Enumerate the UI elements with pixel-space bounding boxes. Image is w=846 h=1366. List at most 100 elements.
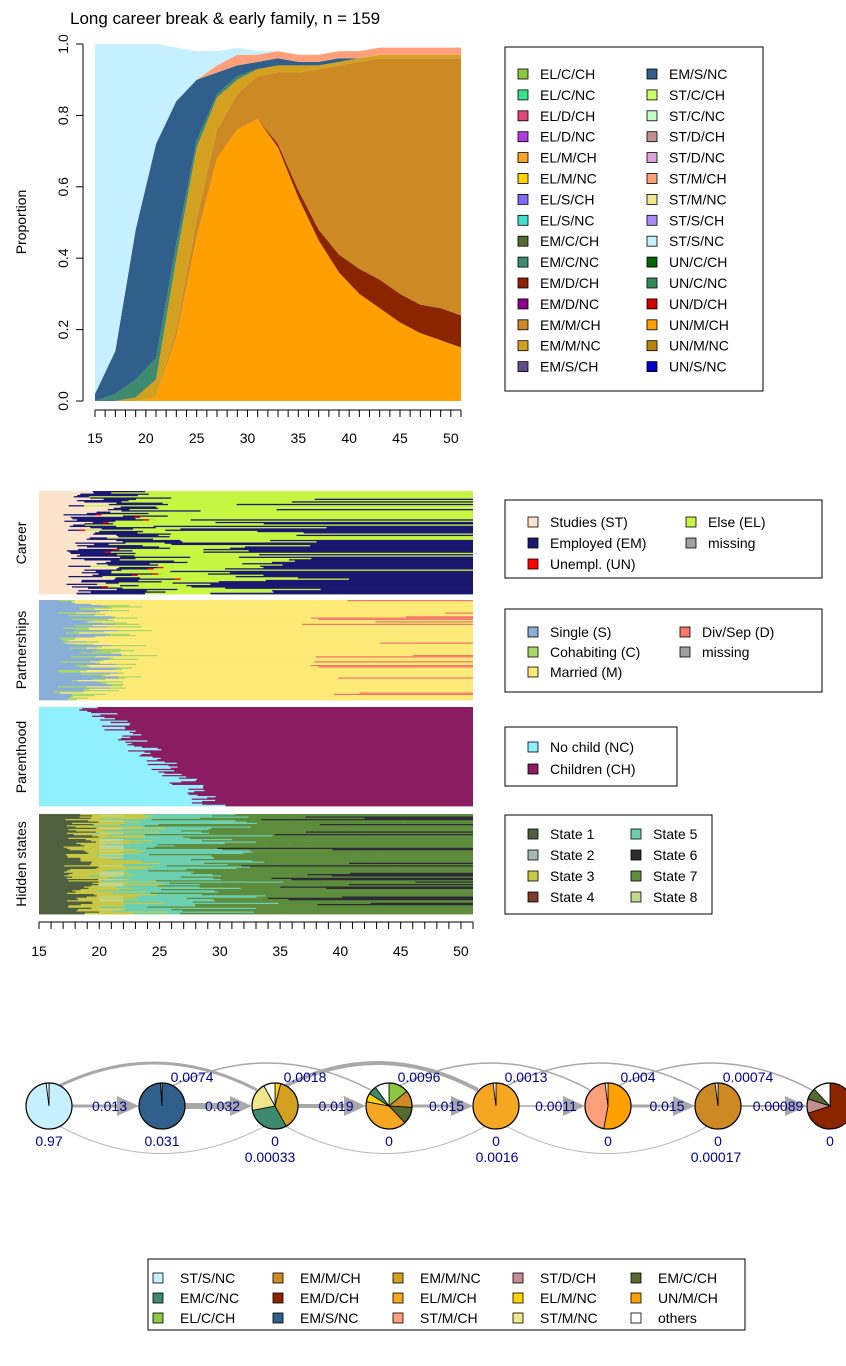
sequence-segment (135, 518, 474, 520)
sequence-segment (107, 564, 159, 567)
sequence-segment (39, 672, 118, 675)
sequence-segment (203, 862, 349, 865)
sequence-segment (137, 532, 304, 534)
sequence-segment (105, 682, 474, 685)
sequence-segment (39, 749, 162, 751)
sequence-segment (107, 834, 145, 836)
y-tick-label: 0.8 (55, 105, 71, 125)
sequence-segment (39, 583, 67, 586)
sequence-segment (39, 874, 69, 876)
sequence-segment (104, 846, 155, 849)
sequence-segment (91, 620, 115, 622)
legend-swatch (685, 537, 697, 549)
sequence-segment (90, 875, 222, 877)
sequence-segment (99, 882, 124, 885)
sequence-segment (68, 615, 95, 617)
sequence-segment (67, 855, 102, 857)
sequence-segment (139, 577, 298, 579)
sequence-segment (39, 520, 65, 523)
legend-swatch (272, 1272, 284, 1284)
sequence-segment (137, 574, 264, 577)
sequence-segment (75, 826, 143, 829)
sequence-segment (39, 532, 95, 534)
sequence-segment (73, 524, 86, 527)
hidden-state-pie: 0 (472, 1082, 520, 1149)
sequence-segment (39, 610, 109, 612)
sequence-segment (111, 572, 230, 574)
sequence-segment (220, 879, 292, 881)
sequence-segment (242, 563, 473, 565)
sequence-segment (89, 628, 473, 631)
y-tick-label: 0.0 (55, 391, 71, 411)
panel-label: Parenthood (13, 721, 29, 793)
sequence-segment (86, 851, 122, 854)
sequence-segment (78, 607, 112, 610)
sequence-segment (73, 496, 90, 498)
legend-swatch (630, 870, 642, 882)
sequence-segment (147, 568, 160, 570)
sequence-segment (69, 849, 136, 851)
legend-items: Single (S) Div/Sep (D) Cohabiting (C) missi… (527, 624, 774, 680)
sequence-segment (349, 827, 473, 830)
sequence-segment (116, 663, 137, 666)
transition-prob-label: 0.0013 (505, 1069, 548, 1085)
sequence-segment (39, 707, 98, 709)
sequence-segment (72, 680, 78, 682)
y-tick-label: 0.2 (55, 320, 71, 340)
sequence-segment (39, 670, 58, 672)
sequence-segment (39, 690, 86, 692)
sequence-segment (99, 899, 124, 901)
sequence-segment (78, 590, 147, 592)
sequence-segment (39, 529, 69, 532)
area-series (95, 118, 461, 401)
sequence-segment (39, 502, 117, 505)
top-chart: Long career break & early family, n = 15… (13, 9, 462, 446)
legend-label: EL/D/CH (540, 108, 595, 124)
sequence-segment (39, 592, 77, 595)
sequence-segment (39, 530, 100, 533)
sequence-segment (157, 758, 473, 761)
sequence-segment (98, 881, 159, 884)
sequence-segment (114, 718, 474, 720)
sequence-segment (191, 586, 473, 588)
sequence-segment (225, 804, 473, 807)
sequence-segment (116, 568, 154, 570)
x-tick-label: 30 (212, 943, 228, 959)
legend-label: Children (CH) (550, 761, 636, 777)
initial-prob-label: 0 (604, 1133, 612, 1149)
sequence-segment (103, 631, 473, 633)
sequence-segment (144, 836, 184, 839)
sequence-segment (96, 613, 106, 616)
sequence-segment (138, 579, 266, 582)
sequence-segment (39, 537, 90, 540)
sequence-segment (171, 543, 473, 546)
sequence-segment (92, 678, 106, 681)
sequence-segment (203, 786, 473, 788)
legend-swatch (517, 319, 529, 331)
sequence-segment (164, 542, 473, 545)
sequence-segment (77, 500, 129, 502)
sequence-segment (39, 666, 80, 668)
sequence-segment (111, 616, 116, 618)
sequence-segment (73, 834, 108, 836)
sequence-segment (39, 720, 128, 723)
sequence-segment (39, 726, 125, 729)
sequence-segment (84, 569, 122, 572)
sequence-segment (39, 721, 111, 724)
transition-arrowhead (117, 1096, 139, 1116)
sequence-segment (98, 911, 169, 914)
sequence-segment (379, 642, 473, 645)
sequence-segment (130, 633, 473, 636)
sequence-segment (123, 904, 195, 906)
sequence-segment (68, 880, 102, 882)
sequence-segment (154, 866, 250, 869)
sequence-segment (106, 693, 474, 696)
legend-label: Single (S) (550, 624, 611, 640)
sequence-segment (140, 821, 247, 824)
transition-prob-label: 0.0096 (398, 1069, 441, 1085)
legend-swatch (517, 89, 529, 101)
sequence-segment (110, 687, 126, 690)
sequence-segment (39, 781, 182, 783)
sequence-segment (39, 570, 96, 573)
sequence-segment (84, 912, 133, 915)
